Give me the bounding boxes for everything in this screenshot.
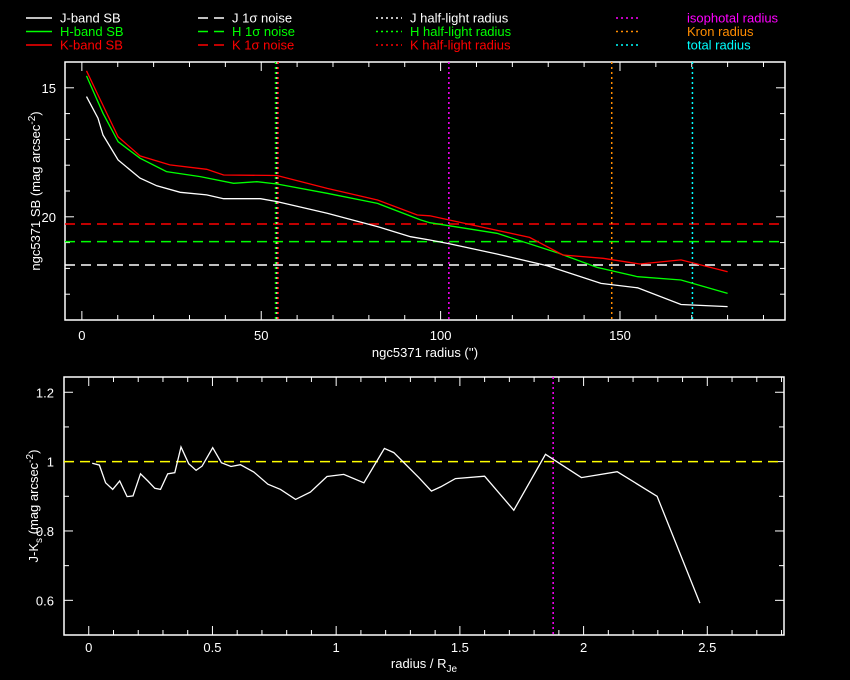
series-j-band-sb [85,96,728,308]
legend-item: K half-light radius [376,38,511,53]
panel-surface-brightness: 0 50 100 150 15 20 ngc5371 radius ('') ngc5371 … [27,61,786,360]
series-j-ks-color [92,445,701,604]
legend-label: H 1σ noise [232,24,295,39]
x-tick-label: 150 [609,328,631,343]
x-axis-label-text: radius / R [391,656,447,671]
x-tick-label: 2.5 [698,640,716,655]
y-axis-label: J-Ks (mag arcsec-2) [25,450,45,563]
x-tick-label: 50 [254,328,268,343]
x-axis-label-subscript: Je [447,664,458,675]
legend-item: isophotal radius [616,11,779,26]
legend-label: J 1σ noise [232,11,292,26]
legend-label: H-band SB [60,24,124,39]
legend-label: total radius [687,38,751,53]
legend-item: J 1σ noise [198,11,292,26]
x-tick-label: 0.5 [203,640,221,655]
y-axis-label-text: (mag arcsec [26,462,41,538]
legend-label: K 1σ noise [232,38,294,53]
legend-label: isophotal radius [687,11,779,26]
x-tick-label: 1 [333,640,340,655]
legend-label: Kron radius [687,24,754,39]
y-axis-label-text: J-K [26,543,41,563]
series-h-band-sb [85,75,728,295]
plot-frame [63,376,785,636]
series-k-band-sb [85,70,728,273]
y-tick-label: 0.8 [36,524,54,539]
x-tick-label: 1.5 [451,640,469,655]
y-axis-label: ngc5371 SB (mag arcsec-2) [27,111,43,270]
y-axis-label-text: ) [28,111,43,115]
legend-item: J-band SB [26,11,121,26]
x-axis-label: radius / RJe [391,656,458,675]
y-tick-label: 15 [42,81,56,96]
legend-label: J half-light radius [410,11,509,26]
y-tick-label: 20 [42,210,56,225]
legend-item: H 1σ noise [198,24,295,39]
x-tick-label: 0 [78,328,85,343]
x-axis-label: ngc5371 radius ('') [372,345,478,360]
y-axis-label-text: ) [26,450,41,454]
legend-item: K 1σ noise [198,38,294,53]
y-tick-label: 1 [47,455,54,470]
legend-label: K half-light radius [410,38,511,53]
y-tick-label: 1.2 [36,385,54,400]
legend-label: J-band SB [60,11,121,26]
legend-item: J half-light radius [376,11,509,26]
x-tick-label: 2 [580,640,587,655]
panel-color-profile: 0 0.5 1 1.5 2 2.5 0.6 0.8 1 1.2 radius / RJe J-Ks (… [25,376,785,675]
y-axis-label-superscript: -2 [27,115,38,124]
legend-item: H half-light radius [376,24,512,39]
y-axis-label-subscript: s [34,538,45,543]
legend-item: H-band SB [26,24,124,39]
legend-item: K-band SB [26,38,123,53]
x-tick-label: 0 [85,640,92,655]
legend-item: Kron radius [616,24,754,39]
legend-label: H half-light radius [410,24,512,39]
legend-item: total radius [616,38,751,53]
y-axis-label-superscript: -2 [25,453,36,462]
x-axis-label-text: ngc5371 radius ('') [372,345,478,360]
y-tick-label: 0.6 [36,593,54,608]
x-tick-label: 100 [430,328,452,343]
plot-frame [64,61,786,321]
legend-label: K-band SB [60,38,123,53]
y-axis-label-text: ngc5371 SB (mag arcsec [28,124,43,270]
